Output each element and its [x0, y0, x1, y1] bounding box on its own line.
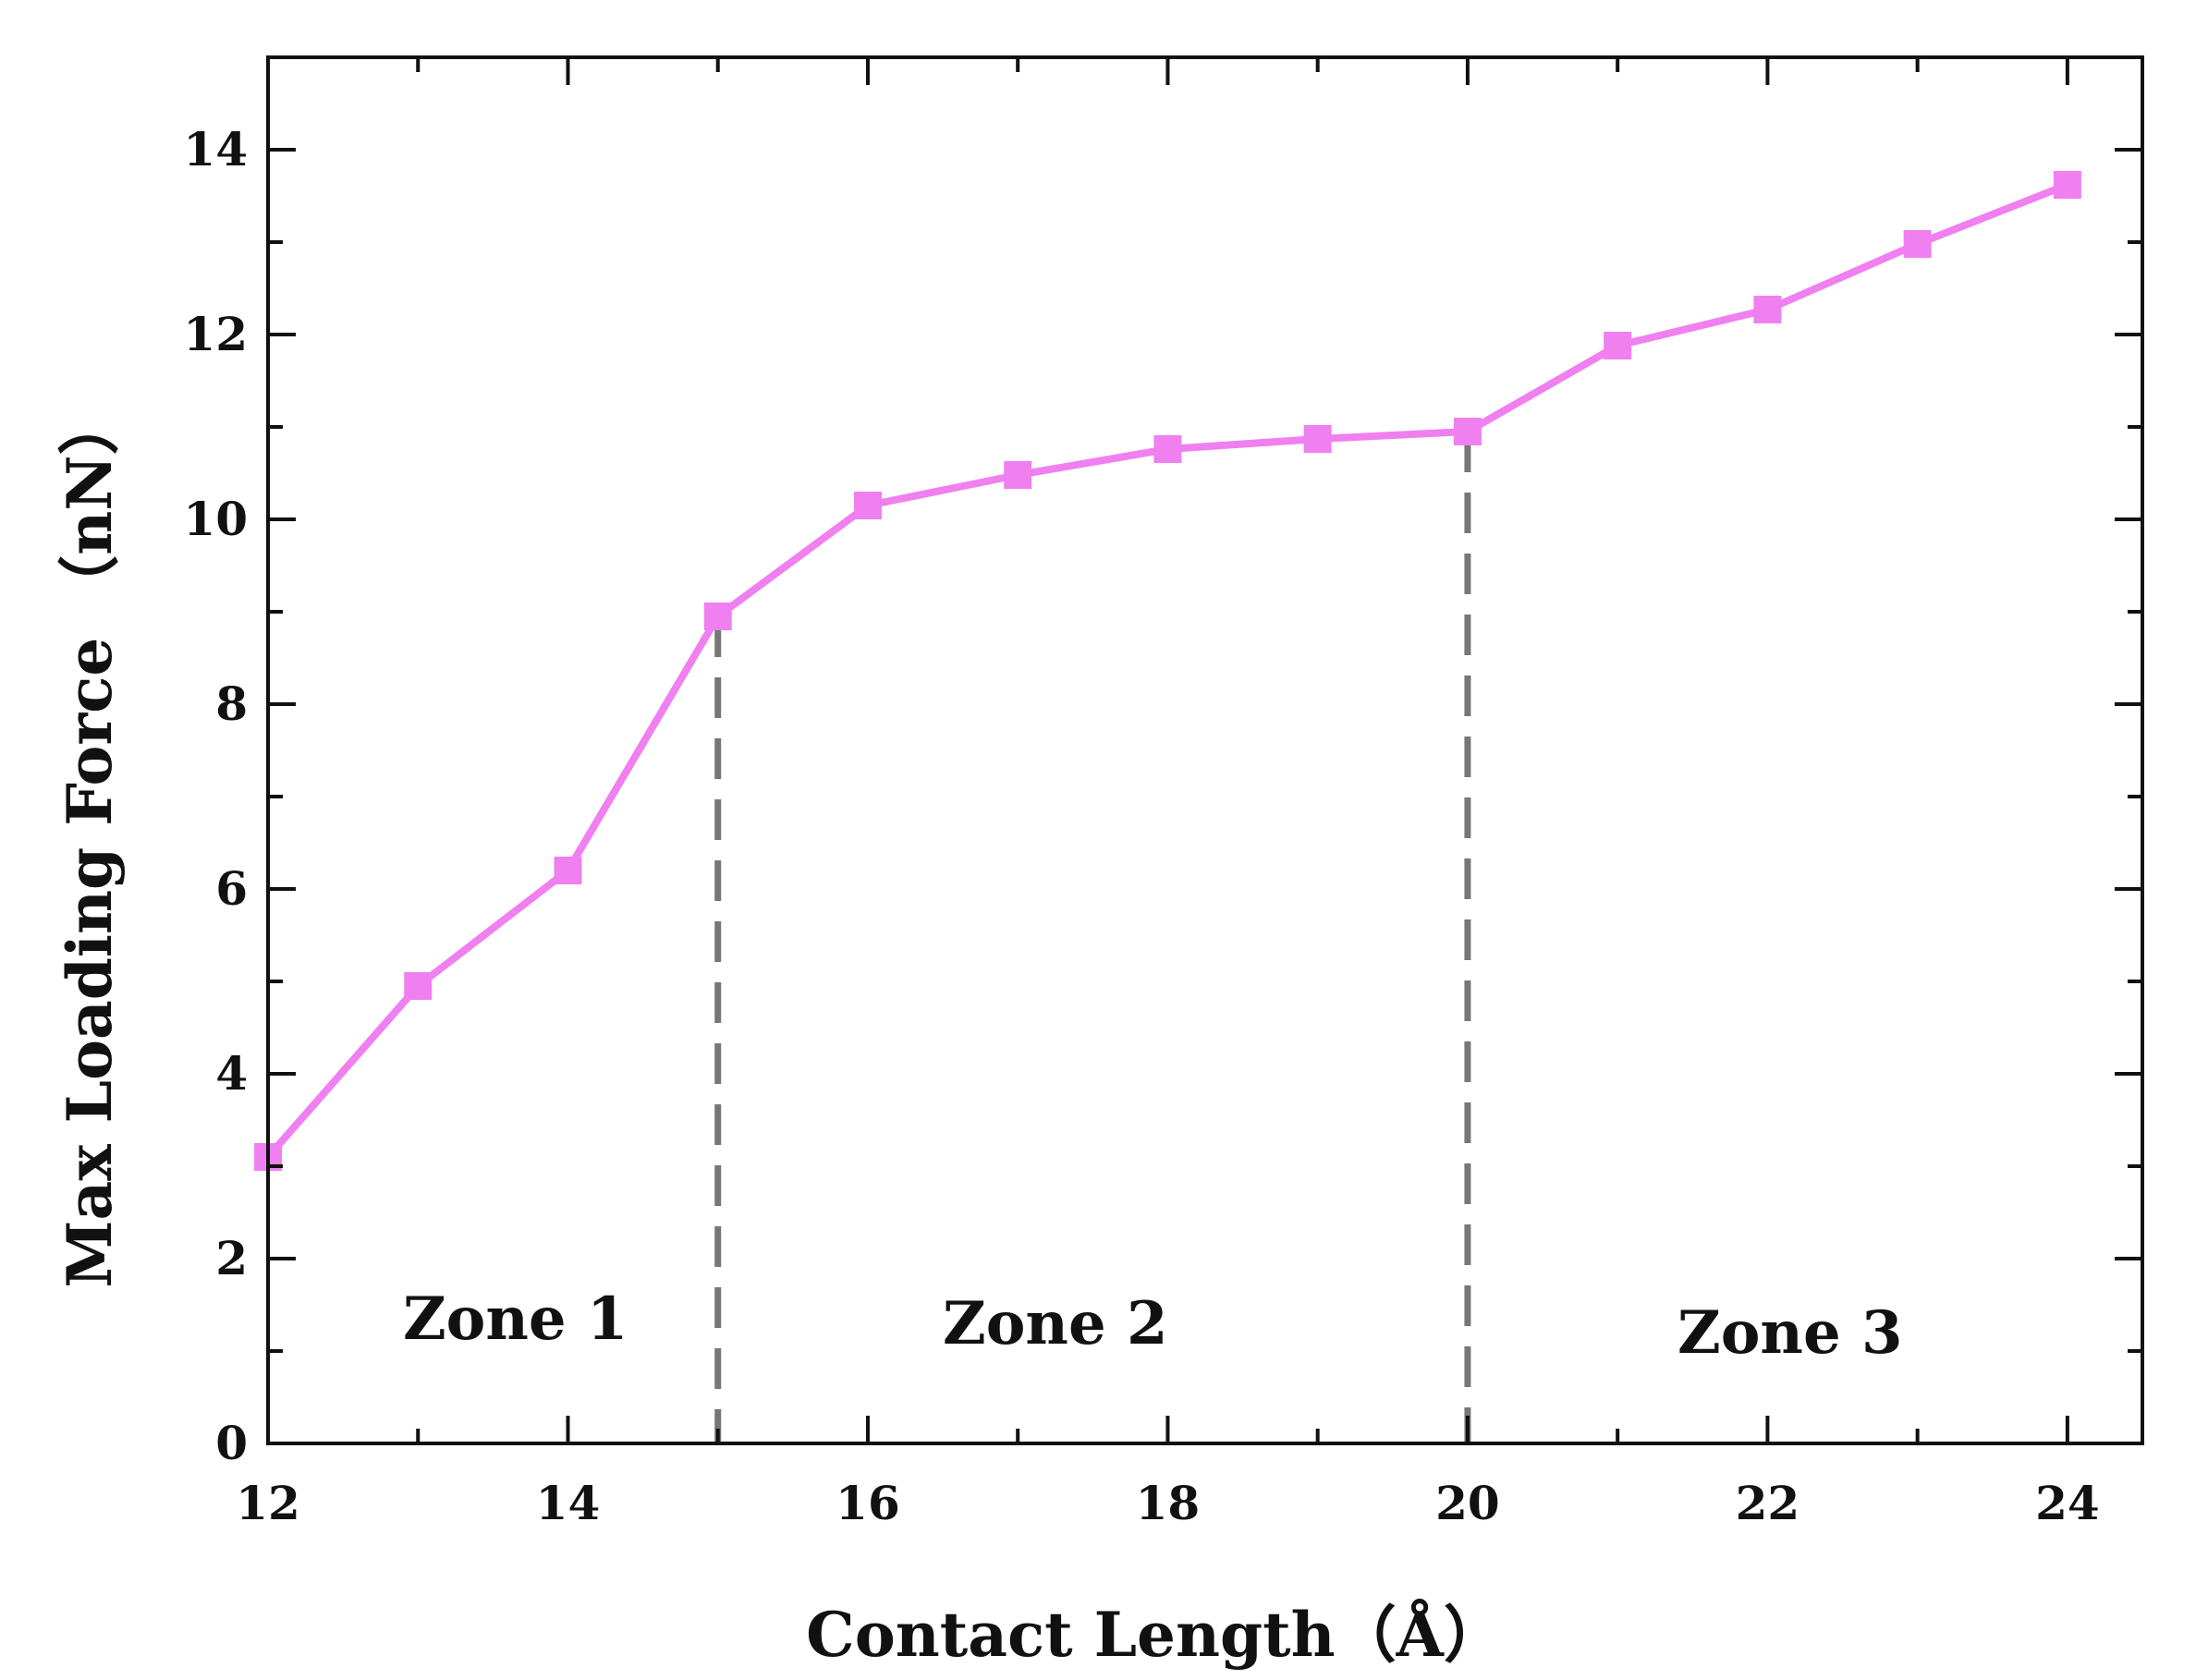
data-point-marker — [404, 972, 433, 1000]
x-tick-label: 22 — [1736, 1476, 1800, 1530]
data-point-marker — [2053, 171, 2081, 199]
x-axis-title: Contact Length（Å） — [806, 1599, 1505, 1671]
zone-label: Zone 3 — [1678, 1298, 1902, 1368]
data-point-marker — [1604, 332, 1632, 359]
zone-label: Zone 1 — [403, 1284, 628, 1354]
axes — [266, 55, 2144, 1445]
x-tick-label: 12 — [236, 1476, 300, 1530]
data-point-marker — [1453, 418, 1482, 445]
data-point-marker — [703, 603, 732, 630]
x-tick-label: 20 — [1435, 1476, 1500, 1530]
zone-label: Zone 2 — [943, 1289, 1167, 1358]
x-tick-label: 24 — [2035, 1476, 2100, 1530]
x-tick-label: 18 — [1136, 1476, 1201, 1530]
y-tick-label: 2 — [215, 1231, 248, 1285]
y-tick-label: 6 — [215, 861, 248, 916]
y-tick-label: 4 — [215, 1046, 248, 1101]
y-tick-label: 8 — [215, 676, 248, 731]
data-point-marker — [1004, 461, 1032, 489]
zone-dividers — [714, 432, 1471, 1443]
y-tick-label: 10 — [183, 492, 248, 546]
data-point-marker — [554, 857, 582, 884]
y-tick-label: 0 — [215, 1416, 248, 1470]
x-tick-label: 16 — [836, 1476, 900, 1530]
x-tick-label: 14 — [536, 1476, 601, 1530]
plot-frame — [266, 55, 2144, 1445]
y-axis-title: Max Loading Force （nN） — [54, 394, 126, 1287]
y-tick-label: 12 — [183, 307, 248, 361]
data-point-marker — [1903, 230, 1932, 258]
data-point-marker — [1153, 435, 1182, 463]
zone-annotations: Zone 1 Zone 2 Zone 3 — [403, 1284, 1903, 1368]
series-line — [264, 181, 2069, 1160]
y-tick-label: 14 — [183, 122, 248, 177]
data-point-marker — [1303, 425, 1332, 453]
data-point-marker — [1753, 296, 1782, 323]
data-series — [254, 171, 2081, 1171]
data-point-marker — [853, 492, 882, 519]
